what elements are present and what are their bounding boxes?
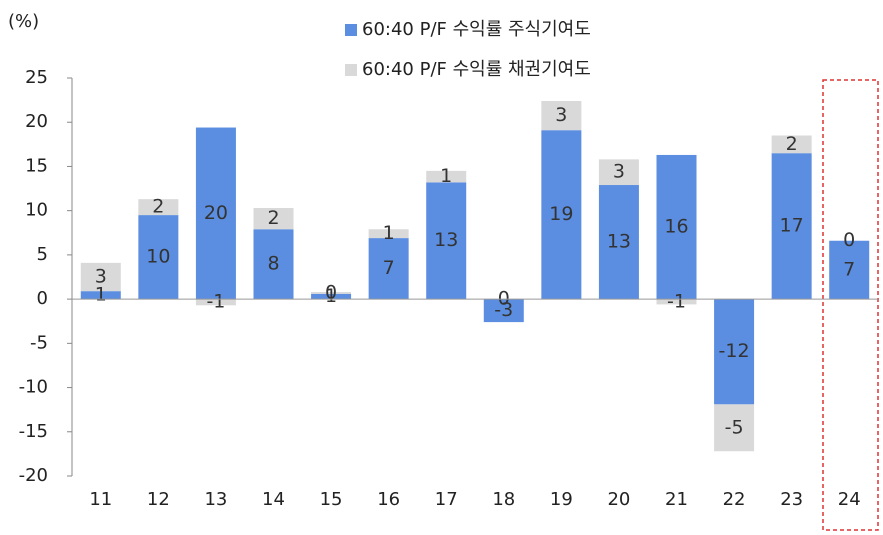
x-tick-label: 16 [377,489,400,510]
value-label: 13 [434,229,458,251]
value-label: 13 [607,231,631,253]
bar-segment [426,170,467,183]
bar-segment [138,199,179,216]
value-label: 2 [152,196,164,218]
value-label: 19 [549,203,573,225]
bar-segment [656,299,697,305]
x-tick-label: 21 [665,489,688,510]
x-tick-label: 23 [780,489,803,510]
axis-label: (%) [8,11,39,32]
bar-segment [195,299,236,306]
value-label: 0 [325,281,337,303]
value-label: 1 [383,222,395,244]
bar-segment [771,153,812,300]
value-label: 1 [325,285,337,307]
bar-segment [426,182,467,300]
x-tick-label: 17 [435,489,458,510]
bar-segment [656,154,697,300]
value-label: -1 [667,290,686,312]
bar-segment [483,299,524,323]
x-tick-label: 20 [607,489,630,510]
bar-segment [541,100,582,131]
value-label: 20 [204,202,228,224]
y-tick-label: 5 [37,244,48,265]
value-label: -3 [494,299,513,321]
y-tick-label: -5 [30,332,48,353]
value-label: 7 [843,258,855,280]
value-label: 3 [613,161,625,183]
value-label: 3 [555,104,567,126]
bar-segment [311,293,352,300]
x-tick-label: 15 [320,489,343,510]
bar-segment [368,229,409,239]
bar-segment [80,291,121,300]
y-tick-label: 25 [25,67,48,88]
bar-segment [598,185,639,300]
y-tick-label: 15 [25,155,48,176]
value-label: 7 [383,257,395,279]
y-tick-label: 20 [25,111,48,132]
bar-segment [253,208,294,230]
bar-segment [80,262,121,292]
legend-swatch [345,24,357,36]
bar-segment [829,240,870,300]
x-tick-label: 18 [492,489,515,510]
bar-segment [714,404,755,452]
bar-segment [368,238,409,300]
bar-segment [541,130,582,300]
x-tick-label: 22 [723,489,746,510]
bar-segment [253,229,294,300]
x-tick-label: 19 [550,489,573,510]
y-tick-label: -20 [19,465,48,486]
bar-segment [311,292,352,294]
y-tick-label: 0 [37,288,48,309]
legend-label: 60:40 P/F 수익률 주식기여도 [362,19,591,40]
legend-swatch [345,64,357,76]
y-tick-label: -15 [19,421,48,442]
value-label: 3 [95,266,107,288]
value-label: 2 [786,133,798,155]
bar-segment [714,299,755,405]
x-tick-label: 14 [262,489,285,510]
bar-segment [138,215,179,300]
value-label: 8 [267,253,279,275]
x-tick-label: 24 [838,489,861,510]
value-label: -12 [719,340,750,362]
y-tick-label: -10 [19,377,48,398]
value-label: 1 [440,165,452,187]
value-label: 16 [664,216,688,238]
bar-segment [771,135,812,154]
bar-segment [195,127,236,300]
bar-segment [598,159,639,186]
x-tick-label: 12 [147,489,170,510]
value-label: 17 [780,215,804,237]
legend-label: 60:40 P/F 수익률 채권기여도 [362,59,591,80]
value-label: 2 [267,207,279,229]
value-label: 0 [843,229,855,251]
x-tick-label: 11 [89,489,112,510]
y-tick-label: 10 [25,200,48,221]
x-tick-label: 13 [204,489,227,510]
value-label: -5 [725,416,744,438]
value-label: 10 [146,246,170,268]
highlight-box [822,79,879,531]
value-label: -1 [206,291,225,313]
value-label: 1 [95,284,107,306]
